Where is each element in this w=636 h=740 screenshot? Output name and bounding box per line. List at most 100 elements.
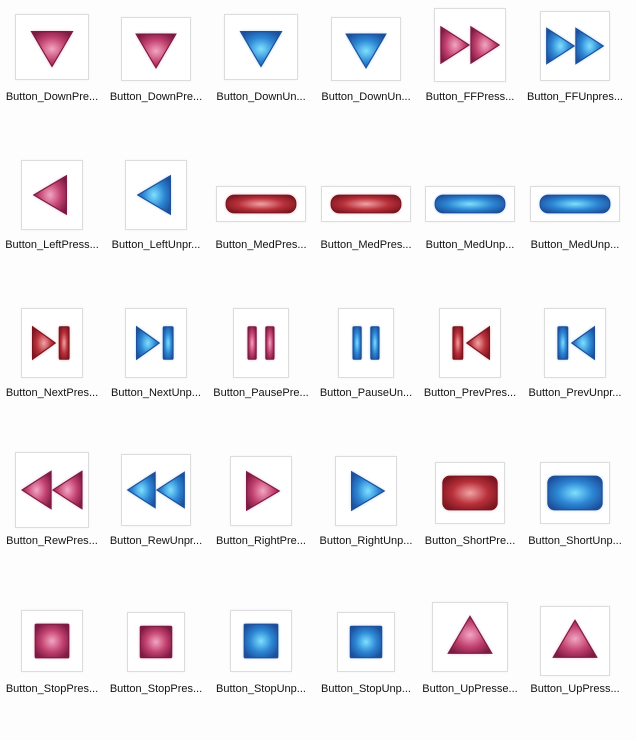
file-tile[interactable]: Button_LeftPress...: [0, 148, 104, 296]
stop-square-icon: [34, 623, 70, 659]
file-name-label: Button_MedPres...: [215, 239, 307, 251]
thumbnail[interactable]: [230, 456, 292, 526]
file-tile[interactable]: Button_NextPres...: [0, 296, 104, 444]
file-tile[interactable]: Button_DownUn...: [209, 0, 313, 148]
file-tile[interactable]: Button_MedPres...: [314, 148, 418, 296]
medium-bar-icon: [225, 194, 297, 214]
fast-forward-icon: [440, 25, 501, 65]
thumbnail[interactable]: [21, 160, 83, 230]
thumbnail[interactable]: [432, 602, 508, 672]
thumbnail[interactable]: [233, 308, 289, 378]
file-tile[interactable]: Button_DownPre...: [104, 0, 208, 148]
file-tile[interactable]: Button_PrevPres...: [418, 296, 522, 444]
file-tile[interactable]: Button_RightUnp...: [314, 444, 418, 592]
thumbnail[interactable]: [21, 308, 83, 378]
thumbnail[interactable]: [540, 11, 610, 81]
thumbnail[interactable]: [230, 610, 292, 672]
thumbnail[interactable]: [540, 606, 610, 676]
file-name-label: Button_NextPres...: [5, 387, 99, 399]
file-name-label: Button_FFPress...: [425, 91, 515, 103]
file-name-label: Button_StopUnp...: [321, 683, 411, 695]
thumbnail[interactable]: [434, 8, 506, 82]
file-name-label: Button_PrevPres...: [423, 387, 517, 399]
thumbnail[interactable]: [544, 308, 606, 378]
file-tile[interactable]: Button_PrevUnpr...: [523, 296, 627, 444]
file-tile[interactable]: Button_MedUnp...: [418, 148, 522, 296]
thumbnail[interactable]: [121, 17, 191, 81]
thumbnail[interactable]: [337, 612, 395, 672]
file-tile[interactable]: Button_UpPress...: [523, 592, 627, 740]
next-icon: [135, 325, 174, 361]
thumbnail[interactable]: [127, 612, 185, 672]
pause-icon: [247, 326, 275, 360]
file-name-label: Button_DownUn...: [321, 91, 411, 103]
thumbnail[interactable]: [335, 456, 397, 526]
thumbnail[interactable]: [439, 308, 501, 378]
thumbnail[interactable]: [125, 308, 187, 378]
file-name-label: Button_ShortUnp...: [528, 535, 622, 547]
file-tile[interactable]: Button_PauseUn...: [314, 296, 418, 444]
file-name-label: Button_UpPress...: [530, 683, 620, 695]
file-name-label: Button_DownPre...: [109, 91, 203, 103]
stop-square-icon: [349, 625, 383, 659]
file-tile[interactable]: Button_RewPres...: [0, 444, 104, 592]
left-triangle-icon: [32, 174, 67, 216]
file-tile[interactable]: Button_ShortUnp...: [523, 444, 627, 592]
right-triangle-icon: [246, 470, 281, 512]
file-tile[interactable]: Button_MedPres...: [209, 148, 313, 296]
rewind-icon: [126, 471, 185, 509]
file-name-label: Button_StopPres...: [109, 683, 203, 695]
file-tile[interactable]: Button_LeftUnpr...: [104, 148, 208, 296]
file-tile[interactable]: Button_NextUnp...: [104, 296, 208, 444]
thumbnail[interactable]: [540, 462, 610, 524]
file-name-label: Button_MedPres...: [320, 239, 412, 251]
file-tile[interactable]: Button_DownUn...: [314, 0, 418, 148]
thumbnail[interactable]: [338, 308, 394, 378]
file-tile[interactable]: Button_DownPre...: [0, 0, 104, 148]
file-name-label: Button_MedUnp...: [425, 239, 515, 251]
medium-bar-icon: [539, 194, 611, 214]
medium-bar-icon: [330, 194, 402, 214]
file-name-label: Button_StopUnp...: [216, 683, 306, 695]
file-tile[interactable]: Button_FFPress...: [418, 0, 522, 148]
file-name-label: Button_StopPres...: [5, 683, 99, 695]
file-tile[interactable]: Button_PausePre...: [209, 296, 313, 444]
next-icon: [31, 325, 70, 361]
thumbnail[interactable]: [331, 17, 401, 81]
prev-icon: [452, 325, 491, 361]
thumbnail[interactable]: [435, 462, 505, 524]
file-tile[interactable]: Button_ShortPre...: [418, 444, 522, 592]
short-bar-icon: [547, 475, 603, 511]
thumbnail[interactable]: [15, 14, 89, 80]
thumbnail[interactable]: [321, 186, 411, 222]
down-triangle-icon: [135, 33, 177, 69]
file-tile[interactable]: Button_FFUnpres...: [523, 0, 627, 148]
file-tile[interactable]: Button_RewUnpr...: [104, 444, 208, 592]
file-tile[interactable]: Button_StopUnp...: [314, 592, 418, 740]
thumbnail[interactable]: [216, 186, 306, 222]
thumbnail[interactable]: [125, 160, 187, 230]
file-name-label: Button_UpPresse...: [422, 683, 518, 695]
file-tile[interactable]: Button_MedUnp...: [523, 148, 627, 296]
down-triangle-icon: [239, 31, 283, 68]
thumbnail[interactable]: [121, 454, 191, 526]
thumbnail[interactable]: [224, 14, 298, 80]
file-name-label: Button_PauseUn...: [319, 387, 413, 399]
thumbnail[interactable]: [15, 452, 89, 528]
file-name-label: Button_DownPre...: [5, 91, 99, 103]
pause-icon: [352, 326, 380, 360]
file-name-label: Button_NextUnp...: [111, 387, 201, 399]
left-triangle-icon: [136, 174, 171, 216]
file-name-label: Button_MedUnp...: [530, 239, 620, 251]
file-tile[interactable]: Button_UpPresse...: [418, 592, 522, 740]
file-tile[interactable]: Button_StopPres...: [0, 592, 104, 740]
thumbnail[interactable]: [425, 186, 515, 222]
file-name-label: Button_FFUnpres...: [527, 91, 623, 103]
thumbnail[interactable]: [21, 610, 83, 672]
file-tile[interactable]: Button_RightPre...: [209, 444, 313, 592]
file-name-label: Button_LeftUnpr...: [111, 239, 201, 251]
file-tile[interactable]: Button_StopPres...: [104, 592, 208, 740]
file-tile[interactable]: Button_StopUnp...: [209, 592, 313, 740]
stop-square-icon: [243, 623, 279, 659]
thumbnail[interactable]: [530, 186, 620, 222]
